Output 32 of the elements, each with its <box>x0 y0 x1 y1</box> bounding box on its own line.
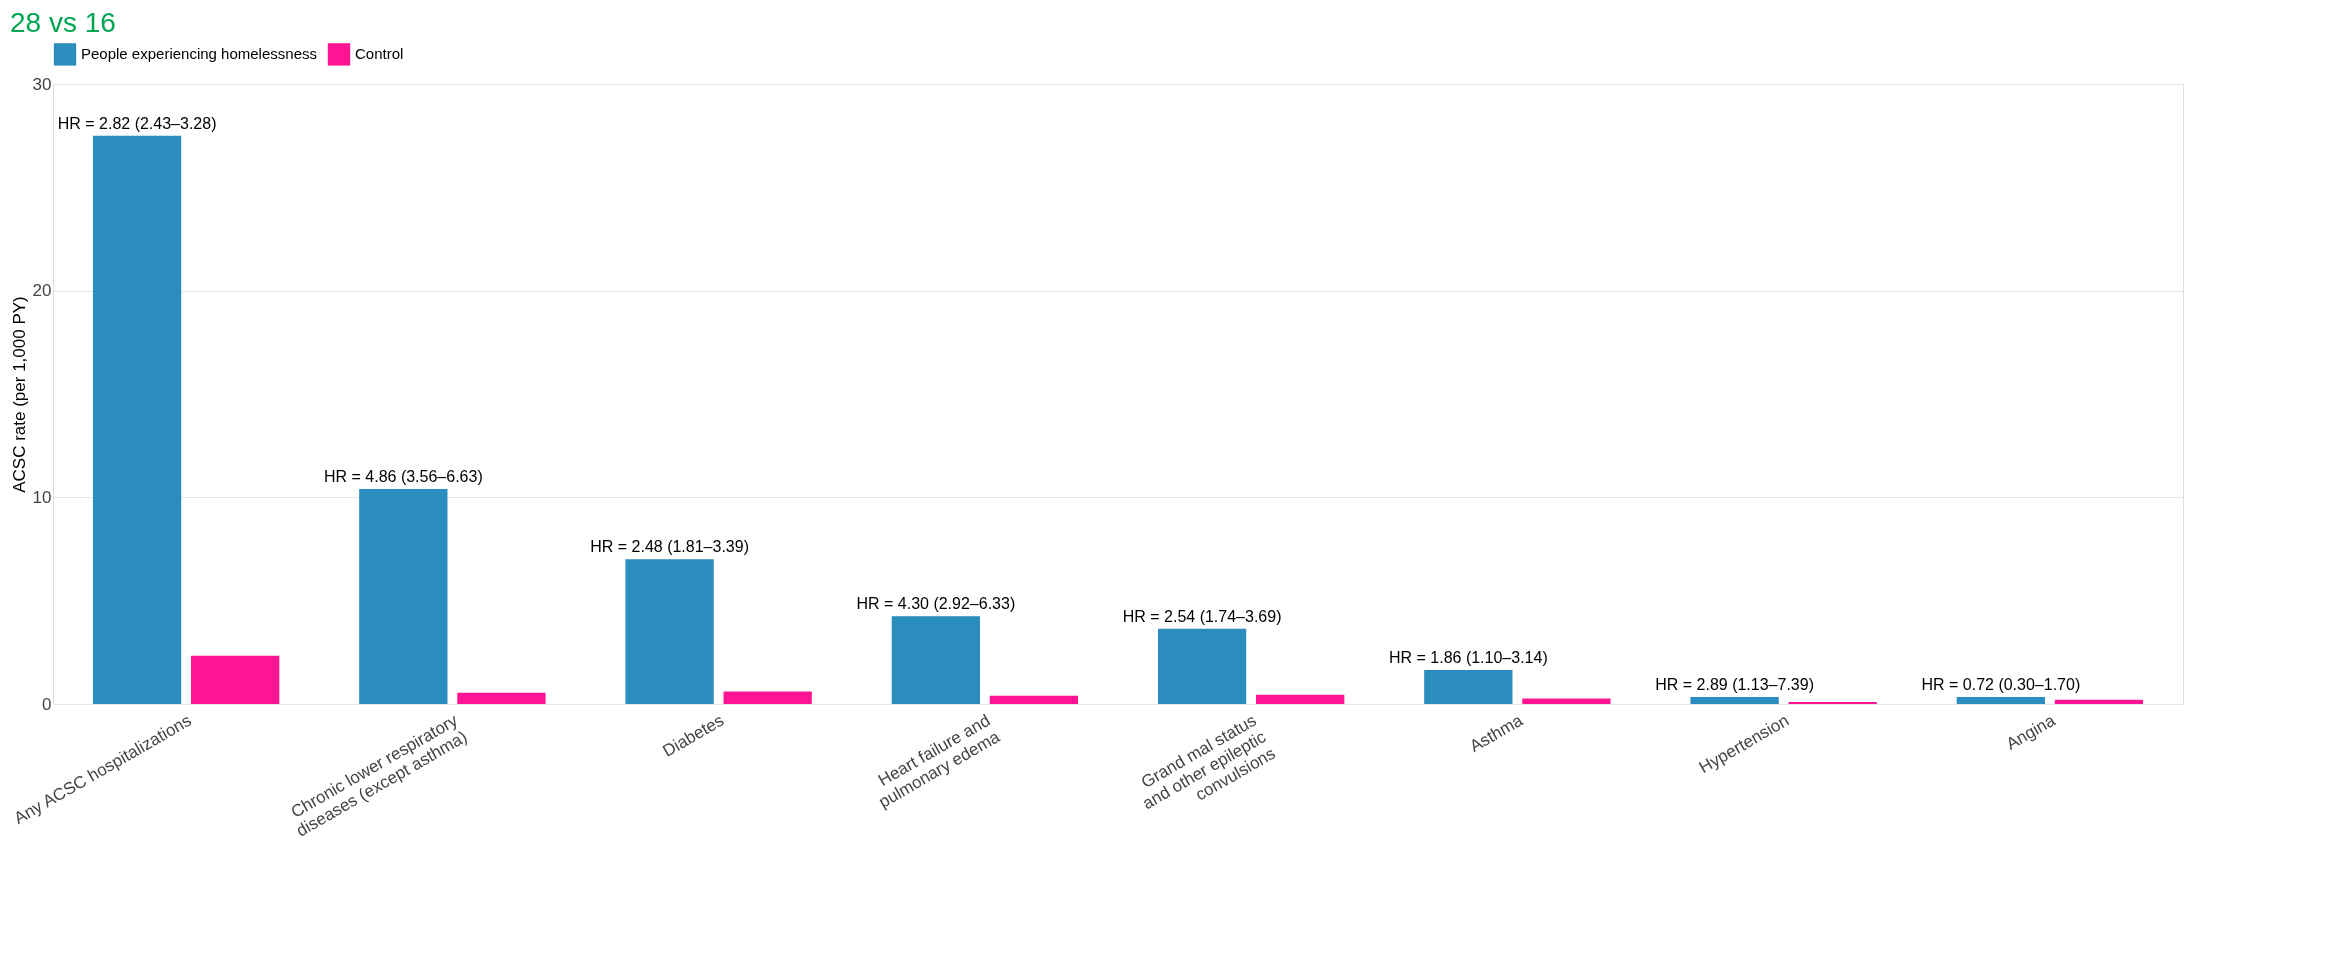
annotation: HR = 0.72 (0.30–1.70) <box>1921 675 2081 693</box>
y-tick-label: 20 <box>32 281 52 301</box>
annotation: HR = 1.86 (1.10–3.14) <box>1388 648 1548 666</box>
bar <box>92 135 182 704</box>
bar <box>1522 698 1611 704</box>
annotation: HR = 4.86 (3.56–6.63) <box>323 468 483 486</box>
bar <box>625 559 714 704</box>
bar <box>1256 694 1345 704</box>
annotation: HR = 2.54 (1.74–3.69) <box>1122 607 1282 625</box>
bar <box>723 691 812 704</box>
bar <box>989 695 1079 704</box>
bar <box>1788 701 1877 704</box>
legend-label: Control <box>355 45 404 63</box>
y-tick-label: 10 <box>32 487 52 507</box>
chart-title: 28 vs 16 <box>10 7 116 38</box>
y-tick-label: 30 <box>32 74 52 94</box>
y-axis-title: ACSC rate (per 1,000 PY) <box>9 296 29 493</box>
bar <box>457 692 546 704</box>
annotation: HR = 2.48 (1.81–3.39) <box>590 538 749 556</box>
annotation: HR = 2.89 (1.13–7.39) <box>1655 675 1814 693</box>
bar <box>891 616 980 704</box>
bar <box>1690 696 1779 704</box>
legend-label: People experiencing homelessness <box>81 45 317 63</box>
annotation: HR = 4.30 (2.92–6.33) <box>856 595 1016 613</box>
bar <box>359 489 448 704</box>
bar <box>191 655 280 704</box>
bar <box>1424 669 1513 704</box>
annotation: HR = 2.82 (2.43–3.28) <box>57 114 217 132</box>
bar <box>1956 696 2045 704</box>
y-tick-label: 0 <box>42 694 52 714</box>
bar <box>1157 628 1247 704</box>
bar <box>2054 699 2144 704</box>
